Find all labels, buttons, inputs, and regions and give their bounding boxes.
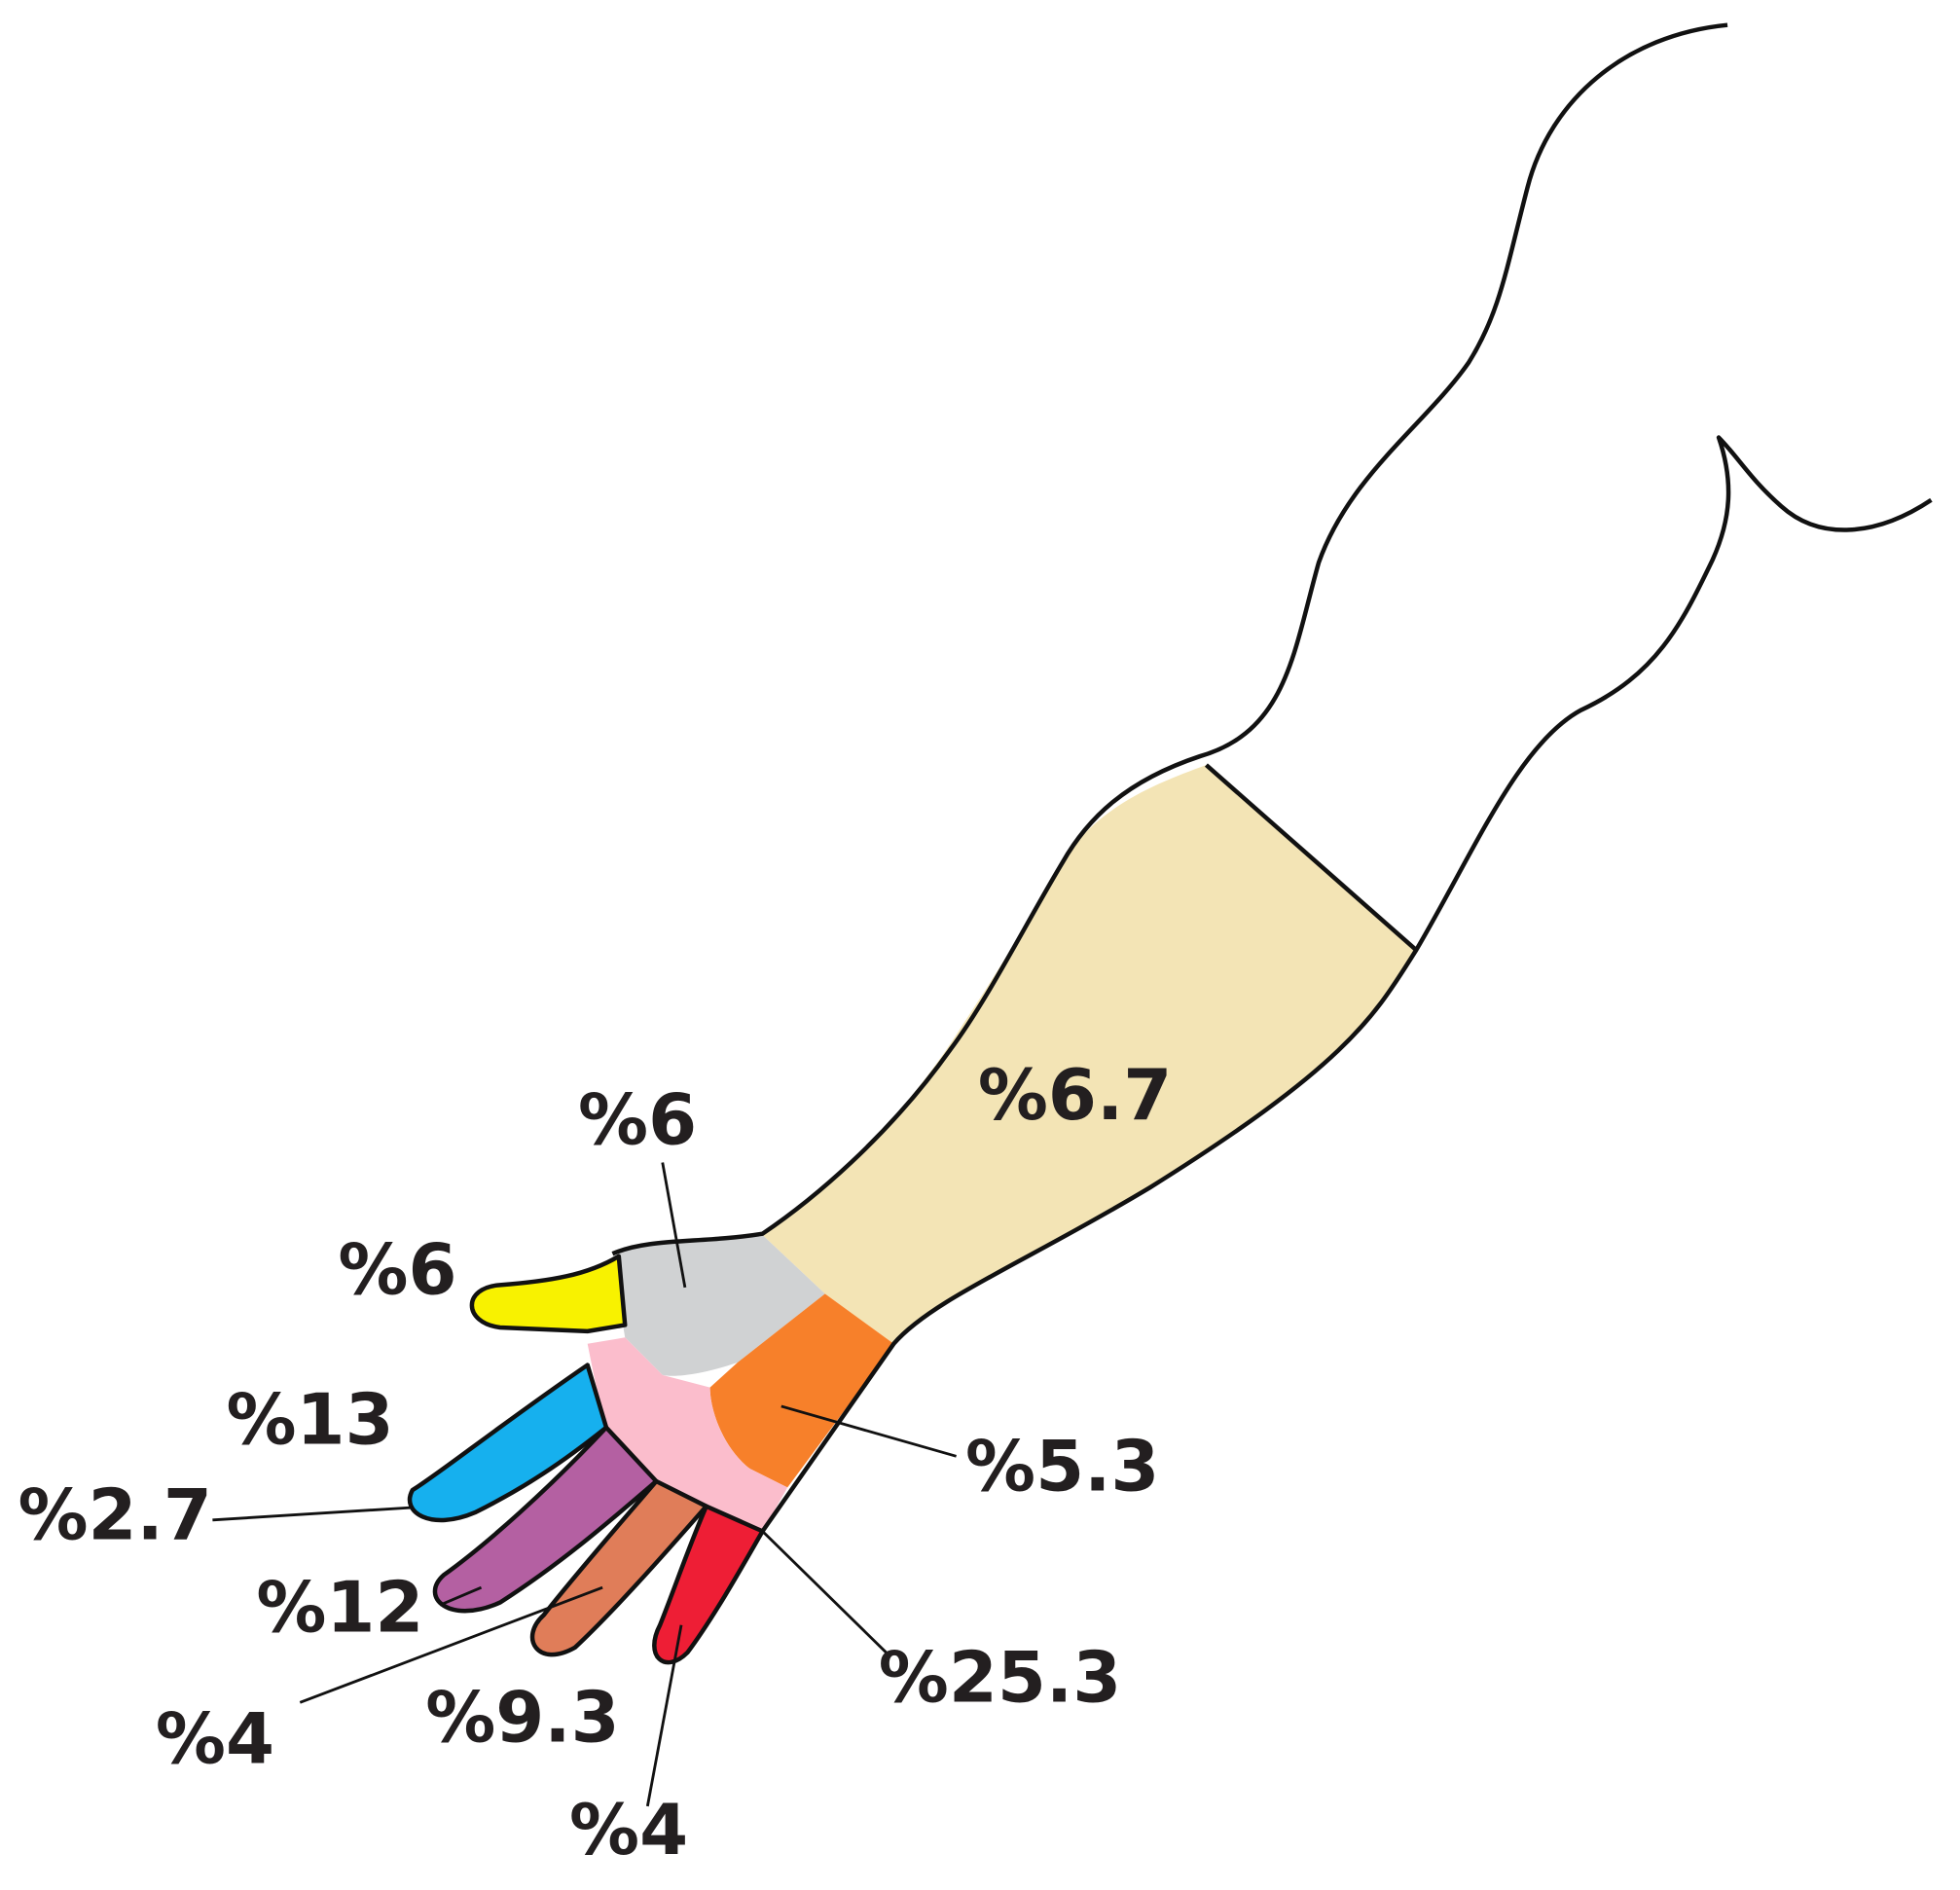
region-label: %9.3 bbox=[425, 1676, 619, 1758]
forearm-boundary bbox=[1204, 763, 1418, 952]
palm-pink bbox=[587, 1337, 788, 1532]
finger-red bbox=[652, 1504, 765, 1665]
leader-line bbox=[761, 1530, 891, 1657]
region-label: %6.7 bbox=[978, 1054, 1172, 1136]
region-label: %4 bbox=[569, 1789, 688, 1871]
region-label: %2.7 bbox=[18, 1473, 211, 1555]
arm-outline-lower bbox=[760, 435, 1933, 1533]
finger-blue bbox=[407, 1363, 609, 1523]
forearm-region bbox=[762, 765, 1417, 1344]
palm-orange bbox=[709, 1293, 894, 1488]
leader-line bbox=[439, 1585, 483, 1607]
leader-line bbox=[645, 1624, 683, 1807]
leader-line bbox=[661, 1162, 687, 1289]
palm-gray bbox=[612, 1234, 825, 1376]
region-label: %4 bbox=[156, 1697, 274, 1779]
region-label: %25.3 bbox=[879, 1636, 1121, 1718]
finger-brown bbox=[529, 1478, 708, 1657]
arm-outline bbox=[611, 22, 1728, 1256]
region-label: %6 bbox=[338, 1229, 456, 1311]
region-label: %13 bbox=[227, 1379, 394, 1461]
leader-line bbox=[780, 1404, 957, 1458]
region-label: %12 bbox=[256, 1566, 423, 1648]
thumb-yellow bbox=[469, 1254, 628, 1334]
leader-line bbox=[212, 1506, 413, 1522]
region-label: %5.3 bbox=[965, 1425, 1159, 1507]
region-label: %6 bbox=[578, 1078, 697, 1160]
leader-line bbox=[299, 1585, 603, 1704]
finger-purple bbox=[432, 1425, 659, 1614]
